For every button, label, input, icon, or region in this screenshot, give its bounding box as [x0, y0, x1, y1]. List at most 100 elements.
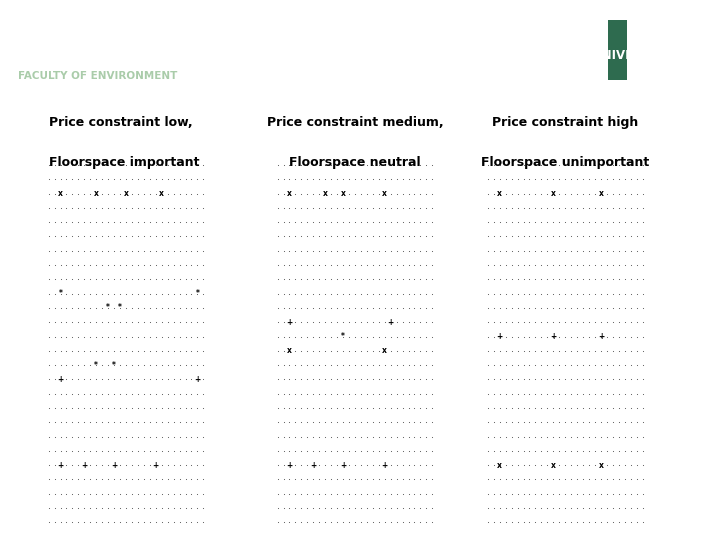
Point: [402, 318, 414, 327]
Point: [583, 489, 595, 498]
Point: [536, 246, 547, 255]
Point: [355, 432, 366, 441]
Point: [385, 318, 397, 327]
Point: [331, 160, 343, 169]
Point: [494, 489, 505, 498]
Point: [637, 389, 649, 398]
Point: [601, 261, 613, 269]
Point: [331, 347, 343, 355]
Point: [631, 303, 642, 312]
Point: [595, 160, 607, 169]
Point: [197, 318, 209, 327]
Point: [402, 160, 414, 169]
Point: [284, 375, 295, 384]
Point: [506, 204, 518, 212]
Point: [554, 475, 565, 484]
Point: [186, 518, 197, 526]
Point: [138, 332, 150, 341]
Point: [397, 489, 408, 498]
Point: [512, 404, 523, 413]
Point: [420, 218, 432, 226]
Point: [108, 175, 120, 184]
Point: [150, 261, 161, 269]
Point: [78, 461, 90, 469]
Text: Price constraint high: Price constraint high: [492, 117, 639, 130]
Point: [156, 332, 168, 341]
Point: [415, 218, 426, 226]
Point: [168, 332, 179, 341]
Point: [420, 303, 432, 312]
Point: [343, 418, 355, 427]
Text: Price constraint low,: Price constraint low,: [48, 117, 192, 130]
Point: [132, 218, 144, 226]
Point: [601, 518, 613, 526]
Point: [296, 275, 307, 284]
Point: [391, 404, 402, 413]
Point: [494, 318, 505, 327]
Point: [565, 246, 577, 255]
Point: [349, 303, 361, 312]
Point: [349, 318, 361, 327]
Point: [192, 232, 203, 241]
Point: [607, 160, 618, 169]
Point: [162, 189, 174, 198]
Point: [320, 504, 331, 512]
Point: [302, 432, 313, 441]
Point: [541, 332, 553, 341]
Point: [391, 275, 402, 284]
Point: [613, 418, 624, 427]
Point: [619, 475, 631, 484]
Point: [547, 175, 559, 184]
Point: [583, 332, 595, 341]
Point: [186, 375, 197, 384]
Point: [42, 189, 54, 198]
Point: [272, 504, 284, 512]
Point: [577, 332, 589, 341]
Point: [572, 318, 583, 327]
Point: [272, 175, 284, 184]
Point: [367, 318, 379, 327]
Point: [156, 475, 168, 484]
Point: [523, 232, 535, 241]
Point: [91, 347, 102, 355]
Point: [595, 447, 607, 455]
Point: [589, 447, 600, 455]
Point: [67, 361, 78, 369]
Point: [541, 375, 553, 384]
Point: [595, 389, 607, 398]
Point: [367, 504, 379, 512]
Point: [120, 361, 132, 369]
Point: [337, 389, 348, 398]
Point: [337, 204, 348, 212]
Point: [355, 461, 366, 469]
Point: [572, 404, 583, 413]
Point: [494, 404, 505, 413]
Point: [325, 404, 337, 413]
Point: [536, 404, 547, 413]
Point: [379, 389, 390, 398]
Point: [625, 489, 636, 498]
Point: [409, 347, 420, 355]
Point: [337, 447, 348, 455]
Point: [488, 418, 500, 427]
Point: [126, 232, 138, 241]
Point: [349, 204, 361, 212]
Point: [289, 318, 301, 327]
Point: [197, 418, 209, 427]
Point: [385, 332, 397, 341]
Point: [73, 275, 84, 284]
Point: [391, 461, 402, 469]
Point: [91, 418, 102, 427]
Point: [284, 189, 295, 198]
Point: [78, 318, 90, 327]
Point: [108, 303, 120, 312]
Text: +: +: [310, 461, 316, 470]
Point: [108, 275, 120, 284]
Point: [583, 303, 595, 312]
Point: [530, 318, 541, 327]
Point: [619, 318, 631, 327]
Point: [337, 175, 348, 184]
Point: [488, 246, 500, 255]
Point: [589, 375, 600, 384]
Point: [631, 518, 642, 526]
